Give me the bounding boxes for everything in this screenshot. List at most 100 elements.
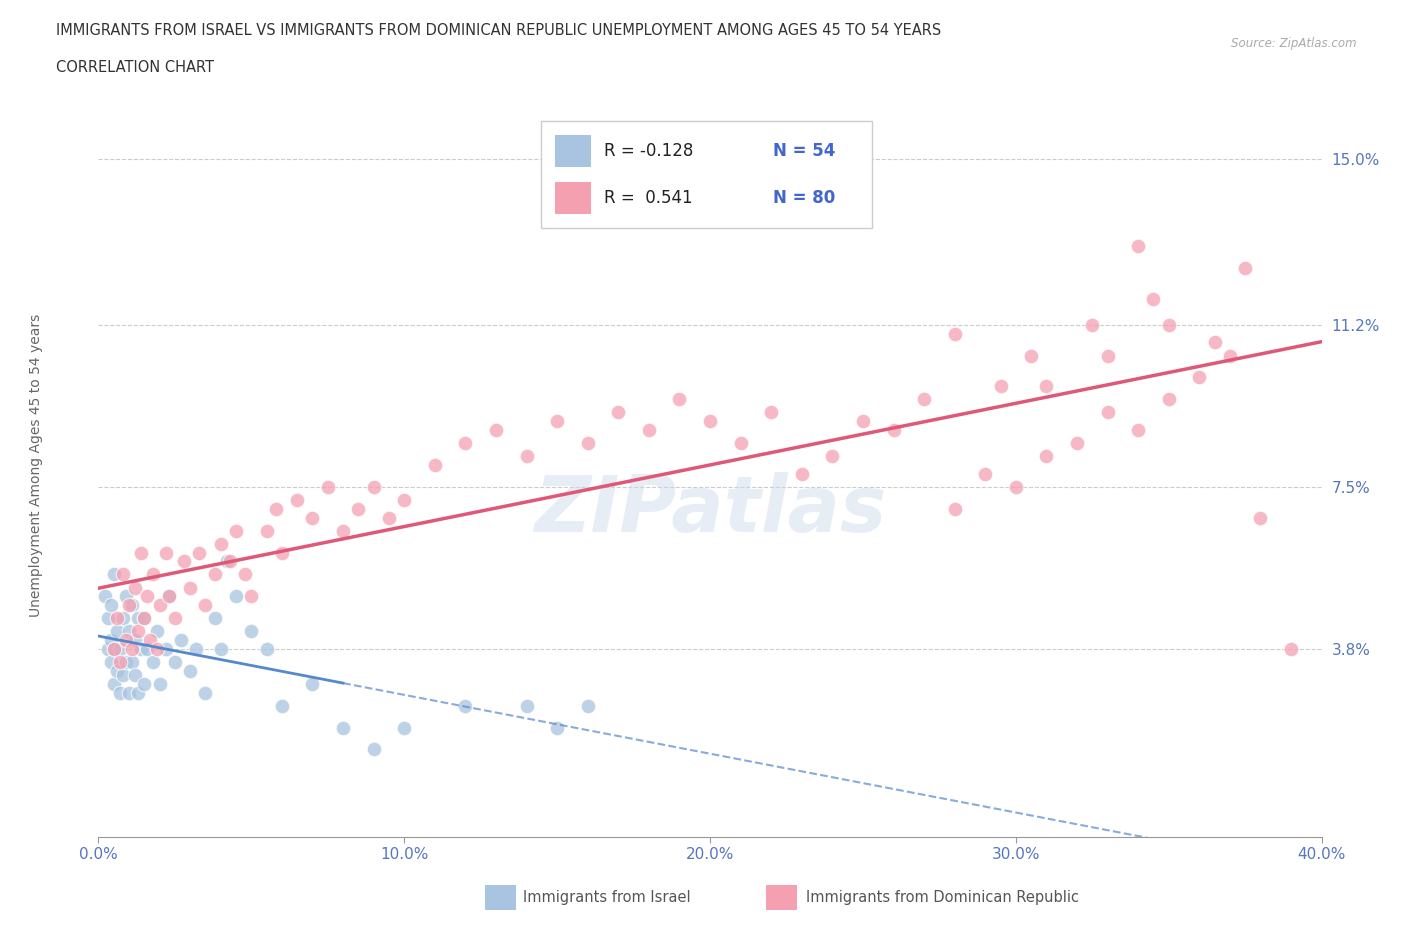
Point	[103, 567, 125, 582]
Point	[115, 589, 138, 604]
Point	[912, 392, 935, 406]
Point	[363, 742, 385, 757]
Point	[1142, 291, 1164, 306]
Point	[485, 422, 508, 437]
Point	[163, 611, 186, 626]
Point	[1234, 260, 1257, 275]
Text: R =  0.541: R = 0.541	[605, 189, 693, 206]
Point	[118, 598, 141, 613]
Point	[179, 580, 201, 595]
Point	[347, 501, 370, 516]
Point	[103, 642, 125, 657]
Point	[142, 567, 165, 582]
Point	[209, 537, 232, 551]
Point	[270, 698, 292, 713]
Point	[1097, 405, 1119, 420]
Point	[332, 524, 354, 538]
Point	[145, 642, 167, 657]
Point	[576, 698, 599, 713]
Point	[134, 611, 156, 626]
Point	[256, 642, 278, 657]
Point	[1128, 422, 1150, 437]
Text: ZIPatlas: ZIPatlas	[534, 472, 886, 548]
Point	[209, 642, 232, 657]
Point	[1279, 642, 1302, 657]
Bar	[554, 182, 591, 214]
Y-axis label: Unemployment Among Ages 45 to 54 years: Unemployment Among Ages 45 to 54 years	[30, 313, 42, 617]
Point	[105, 663, 128, 678]
Point	[1219, 348, 1241, 363]
Point	[155, 642, 177, 657]
Point	[264, 501, 287, 516]
Point	[1035, 379, 1057, 393]
Point	[173, 554, 195, 569]
Point	[1188, 370, 1211, 385]
Point	[943, 501, 966, 516]
Point	[136, 589, 159, 604]
Point	[516, 698, 538, 713]
Point	[883, 422, 905, 437]
Point	[111, 567, 134, 582]
Point	[423, 458, 446, 472]
Point	[93, 589, 115, 604]
Point	[270, 545, 292, 560]
Point	[127, 685, 149, 700]
Point	[100, 655, 122, 670]
Point	[454, 435, 477, 450]
Point	[546, 414, 568, 429]
Point	[301, 510, 323, 525]
Point	[285, 493, 308, 508]
Point	[108, 655, 131, 670]
Point	[194, 685, 217, 700]
Point	[111, 611, 134, 626]
Point	[111, 668, 134, 683]
Point	[129, 545, 152, 560]
Point	[1004, 480, 1026, 495]
Text: N = 80: N = 80	[773, 189, 835, 206]
FancyBboxPatch shape	[541, 121, 872, 228]
Point	[118, 685, 141, 700]
Point	[105, 611, 128, 626]
Point	[790, 466, 813, 481]
Point	[204, 611, 226, 626]
Point	[121, 598, 143, 613]
Point	[225, 524, 247, 538]
Point	[392, 720, 416, 735]
Text: N = 54: N = 54	[773, 142, 835, 160]
Point	[124, 668, 146, 683]
Point	[1157, 392, 1180, 406]
Point	[121, 655, 143, 670]
Point	[668, 392, 690, 406]
Point	[1128, 239, 1150, 254]
Text: R = -0.128: R = -0.128	[605, 142, 693, 160]
Point	[974, 466, 997, 481]
Point	[699, 414, 721, 429]
Point	[240, 624, 263, 639]
Point	[136, 642, 159, 657]
Point	[332, 720, 354, 735]
Point	[134, 611, 156, 626]
Point	[194, 598, 217, 613]
Point	[127, 624, 149, 639]
Point	[576, 435, 599, 450]
Point	[943, 326, 966, 341]
Point	[149, 598, 172, 613]
Point	[1019, 348, 1042, 363]
Point	[316, 480, 339, 495]
Point	[145, 624, 167, 639]
Point	[108, 685, 131, 700]
Point	[204, 567, 226, 582]
Point	[115, 632, 138, 647]
Point	[157, 589, 180, 604]
Point	[301, 676, 323, 691]
Point	[454, 698, 477, 713]
Point	[97, 642, 120, 657]
Point	[170, 632, 193, 647]
Point	[219, 554, 242, 569]
Point	[821, 449, 844, 464]
Point	[990, 379, 1012, 393]
Point	[730, 435, 752, 450]
Point	[115, 655, 138, 670]
Point	[103, 642, 125, 657]
Point	[105, 624, 128, 639]
